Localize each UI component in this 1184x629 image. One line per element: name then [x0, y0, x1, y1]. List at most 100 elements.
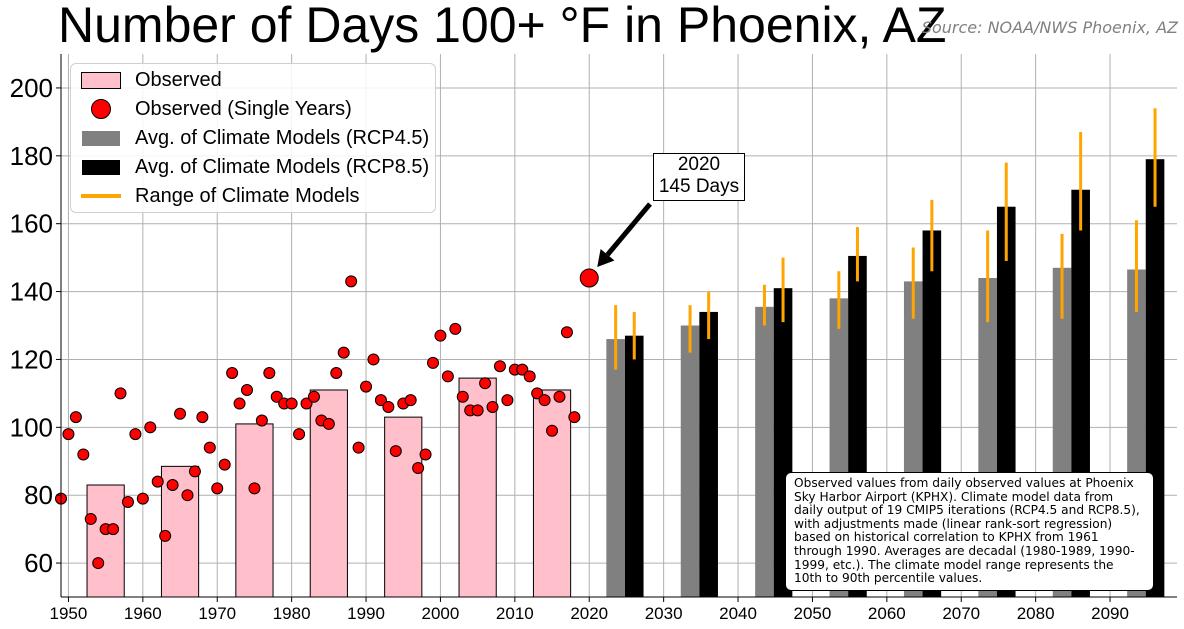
x-tick-label: 2060	[868, 604, 906, 623]
single-year-dot	[293, 428, 306, 441]
x-tick-label: 1990	[347, 604, 385, 623]
y-tick-label: 140	[10, 277, 53, 307]
x-tick-label: 2080	[1017, 604, 1055, 623]
single-year-dot	[493, 360, 506, 373]
callout-year: 2020	[677, 154, 721, 175]
observed-bar	[384, 416, 423, 598]
single-year-dot	[456, 390, 469, 403]
single-year-dot	[412, 462, 425, 475]
single-year-dot	[501, 394, 514, 407]
orange-line-swatch-icon	[81, 194, 121, 198]
rcp85-bar	[699, 311, 718, 597]
y-tick-label: 80	[24, 480, 53, 510]
x-tick-label: 1970	[198, 604, 236, 623]
single-year-dot	[322, 417, 335, 430]
single-year-dot	[255, 414, 268, 427]
methodology-note: Observed values from daily observed valu…	[785, 472, 1154, 591]
single-year-dot	[77, 448, 90, 461]
y-tick-label: 60	[24, 548, 53, 578]
observed-bars	[86, 377, 572, 598]
single-year-dot	[241, 383, 253, 396]
single-year-dot	[107, 523, 120, 536]
single-year-dot	[300, 397, 313, 410]
single-year-dot	[434, 329, 447, 342]
single-year-dot	[159, 529, 172, 542]
single-year-dot	[553, 390, 566, 403]
legend-item-range: Range of Climate Models	[81, 183, 360, 209]
x-tick-label: 2030	[645, 604, 683, 623]
x-tick-label: 2070	[942, 604, 980, 623]
y-tick-label: 200	[10, 73, 53, 103]
single-year-dot	[211, 482, 224, 495]
x-tick-label: 2040	[719, 604, 757, 623]
legend-item-rcp85: Avg. of Climate Models (RCP8.5)	[81, 154, 429, 180]
single-year-dot	[151, 475, 164, 488]
single-year-dot	[248, 482, 261, 495]
gray-bar-swatch-icon	[82, 130, 120, 146]
legend-item-observed: Observed	[81, 67, 222, 93]
single-year-dot	[404, 394, 417, 407]
y-tick-label: 160	[10, 209, 53, 239]
single-year-dot	[181, 489, 194, 502]
legend-label: Observed	[135, 68, 222, 91]
x-tick-label: 2020	[570, 604, 608, 623]
single-year-dot	[263, 367, 276, 380]
single-year-dot	[203, 441, 216, 454]
single-year-dot	[568, 411, 581, 424]
callout-arrow	[597, 202, 652, 267]
single-year-dot	[471, 404, 484, 417]
single-year-dot	[121, 495, 134, 508]
observed-bar	[235, 423, 274, 598]
red-dot-marker-icon	[91, 99, 111, 119]
single-year-dot	[352, 441, 365, 454]
chart-title: Number of Days 100+ °F in Phoenix, AZ	[58, 0, 947, 53]
single-year-dot	[337, 346, 350, 359]
x-tick-label: 2010	[496, 604, 534, 623]
y-tick-label: 180	[10, 141, 53, 171]
single-year-dot	[441, 370, 454, 383]
y-tick-label: 120	[10, 344, 53, 374]
single-year-dot	[226, 367, 239, 380]
rcp85-bar	[624, 335, 644, 597]
x-tick-label: 2050	[794, 604, 832, 623]
rcp45-bar	[680, 325, 700, 597]
single-year-dot	[330, 367, 343, 380]
single-year-dot	[419, 448, 432, 461]
legend-item-single-years: Observed (Single Years)	[81, 96, 352, 122]
single-year-dot	[270, 390, 283, 403]
observed-bar	[532, 389, 572, 598]
tick-labels: 1950 1960 1970 1980 1990 2000 2010 2020 2030 2040…	[10, 73, 1129, 623]
single-year-dots	[55, 268, 599, 570]
single-year-dot	[516, 363, 529, 376]
legend-label: Observed (Single Years)	[135, 97, 352, 120]
black-bar-swatch-icon	[82, 159, 120, 175]
source-label: Source: NOAA/NWS Phoenix, AZ	[921, 18, 1178, 37]
single-year-dot	[218, 458, 231, 471]
model-range-lines	[614, 108, 1157, 370]
single-year-dot	[188, 465, 201, 478]
callout-box-2020: 2020 145 Days	[653, 153, 745, 201]
single-year-dot	[486, 400, 499, 413]
x-tick-label: 1950	[50, 604, 88, 623]
x-tick-label: 2000	[422, 604, 460, 623]
single-year-dot	[129, 428, 142, 441]
legend: Observed Observed (Single Years) Avg. of…	[70, 63, 436, 213]
highlight-dot-2020	[579, 268, 599, 288]
x-tick-label: 1960	[124, 604, 162, 623]
single-year-dot	[196, 411, 209, 424]
legend-label: Avg. of Climate Models (RCP8.5)	[135, 155, 430, 178]
single-year-dot	[531, 387, 544, 400]
single-year-dot	[382, 400, 395, 413]
single-year-dot	[560, 326, 573, 339]
y-tick-label: 100	[10, 412, 53, 442]
x-tick-label: 1980	[273, 604, 311, 623]
x-tick-label: 2090	[1091, 604, 1129, 623]
single-year-dot	[523, 370, 536, 383]
single-year-dot	[307, 390, 320, 403]
callout-days: 145 Days	[658, 176, 740, 197]
single-year-dot	[69, 411, 82, 424]
observed-bar	[86, 484, 125, 598]
single-year-dot	[367, 353, 380, 366]
single-year-dot	[449, 322, 462, 335]
arrow-head	[597, 248, 615, 267]
